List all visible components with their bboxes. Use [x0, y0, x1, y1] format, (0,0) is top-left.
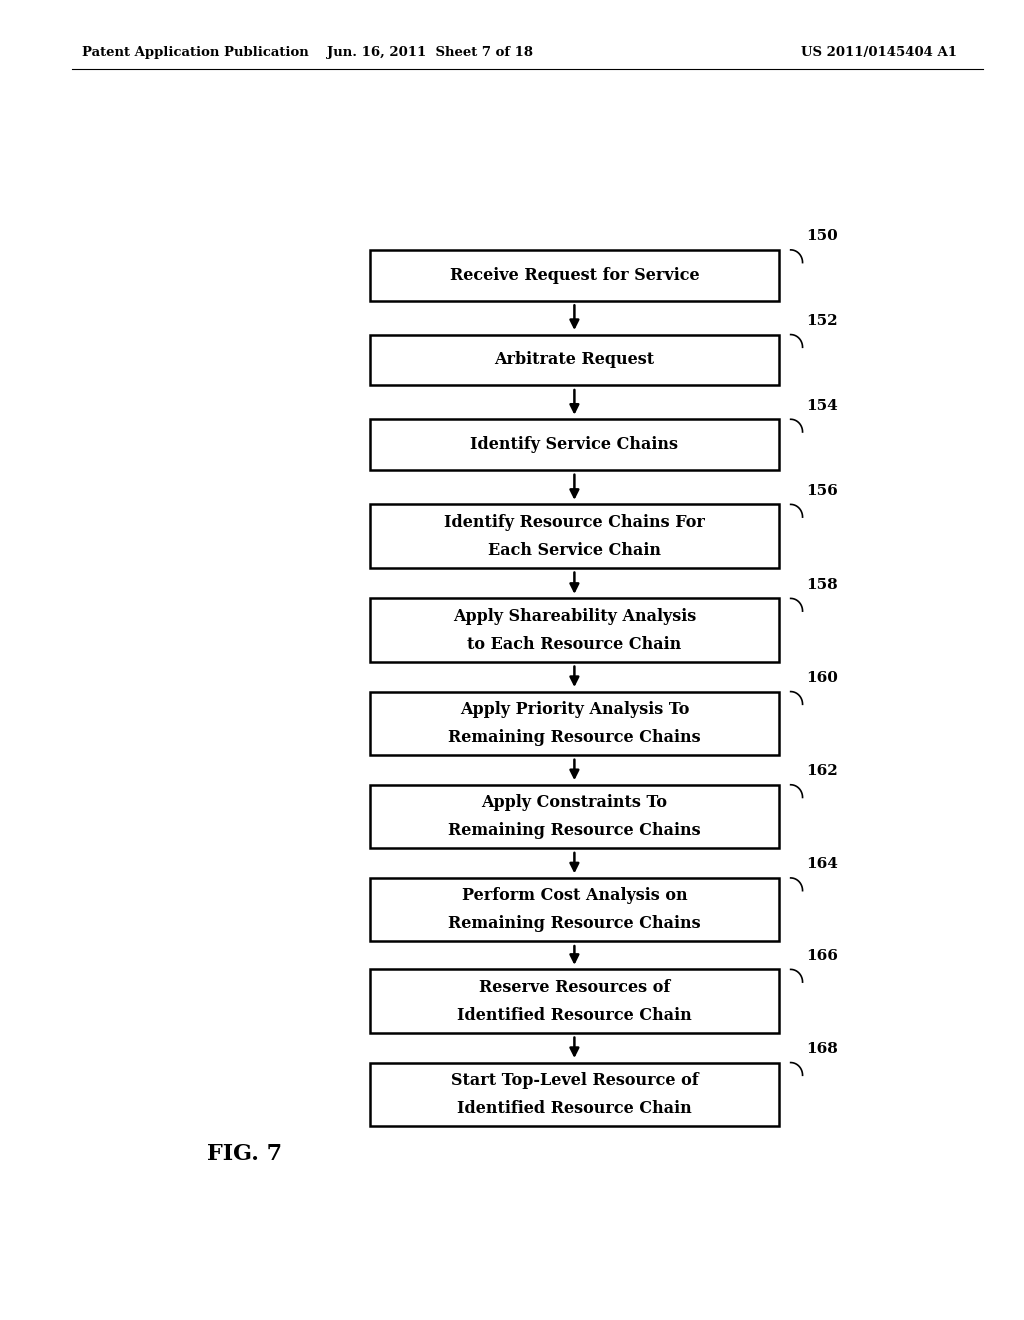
Text: Reserve Resources of: Reserve Resources of: [479, 978, 670, 995]
Text: 154: 154: [807, 399, 839, 412]
Text: 150: 150: [807, 230, 839, 243]
FancyBboxPatch shape: [370, 334, 778, 385]
Text: Apply Priority Analysis To: Apply Priority Analysis To: [460, 701, 689, 718]
FancyBboxPatch shape: [370, 785, 778, 849]
Text: 164: 164: [807, 857, 839, 871]
FancyBboxPatch shape: [370, 249, 778, 301]
Text: Remaining Resource Chains: Remaining Resource Chains: [449, 915, 700, 932]
FancyBboxPatch shape: [370, 420, 778, 470]
Text: Jun. 16, 2011  Sheet 7 of 18: Jun. 16, 2011 Sheet 7 of 18: [327, 46, 534, 59]
Text: to Each Resource Chain: to Each Resource Chain: [467, 636, 682, 652]
Text: Perform Cost Analysis on: Perform Cost Analysis on: [462, 887, 687, 904]
FancyBboxPatch shape: [370, 692, 778, 755]
FancyBboxPatch shape: [370, 969, 778, 1034]
FancyBboxPatch shape: [370, 878, 778, 941]
Text: Apply Shareability Analysis: Apply Shareability Analysis: [453, 607, 696, 624]
Text: 162: 162: [807, 764, 839, 777]
FancyBboxPatch shape: [370, 504, 778, 568]
Text: Identified Resource Chain: Identified Resource Chain: [457, 1100, 692, 1117]
Text: Receive Request for Service: Receive Request for Service: [450, 267, 699, 284]
Text: Identify Service Chains: Identify Service Chains: [470, 436, 679, 453]
Text: FIG. 7: FIG. 7: [207, 1143, 283, 1164]
Text: 160: 160: [807, 671, 839, 685]
Text: Each Service Chain: Each Service Chain: [487, 541, 660, 558]
Text: US 2011/0145404 A1: US 2011/0145404 A1: [802, 46, 957, 59]
Text: 156: 156: [807, 483, 839, 498]
Text: Remaining Resource Chains: Remaining Resource Chains: [449, 822, 700, 840]
Text: 166: 166: [807, 949, 839, 962]
Text: Patent Application Publication: Patent Application Publication: [82, 46, 308, 59]
Text: Start Top-Level Resource of: Start Top-Level Resource of: [451, 1072, 698, 1089]
Text: Identified Resource Chain: Identified Resource Chain: [457, 1007, 692, 1023]
Text: 168: 168: [807, 1041, 839, 1056]
Text: Remaining Resource Chains: Remaining Resource Chains: [449, 729, 700, 746]
Text: Arbitrate Request: Arbitrate Request: [495, 351, 654, 368]
Text: Apply Constraints To: Apply Constraints To: [481, 795, 668, 810]
FancyBboxPatch shape: [370, 598, 778, 661]
Text: 152: 152: [807, 314, 839, 327]
FancyBboxPatch shape: [370, 1063, 778, 1126]
Text: Identify Resource Chains For: Identify Resource Chains For: [444, 513, 705, 531]
Text: 158: 158: [807, 578, 839, 591]
